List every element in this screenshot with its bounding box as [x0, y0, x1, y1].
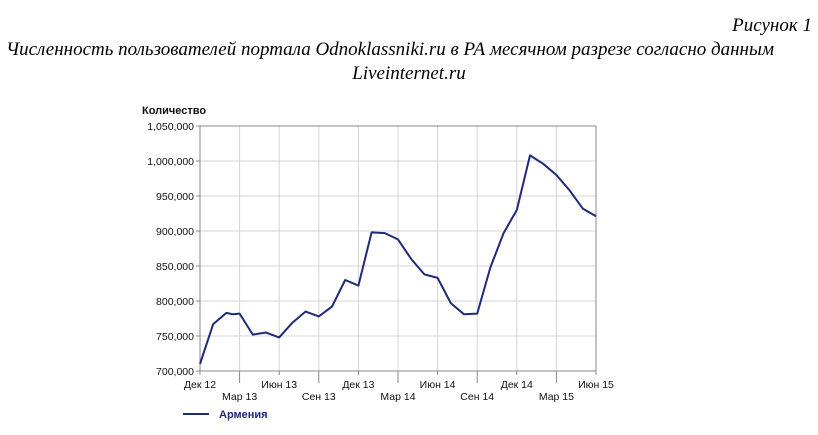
x-axis-ticks: Дек 12 Мар 13 Июн 13 Сен 13 Дек 13 Мар 14 Июн … [184, 371, 614, 403]
figure-caption-line-2: Liveinternet.ru [352, 63, 466, 84]
legend: Армения [183, 409, 268, 421]
y-tick-label: 1,000,000 [147, 156, 194, 168]
y-tick-label: 950,000 [156, 191, 194, 203]
x-tick-label: Июн 15 [578, 379, 614, 391]
y-tick-label: 850,000 [156, 261, 194, 273]
figure-label: Рисунок 1 [732, 15, 812, 36]
y-tick-label: 800,000 [156, 296, 194, 308]
figure-caption-line-1: Численность пользователей портала Odnokl… [6, 39, 774, 60]
y-tick-label: 1,050,000 [147, 121, 194, 133]
x-tick-label: Июн 13 [261, 379, 297, 391]
y-tick-label: 900,000 [156, 226, 194, 238]
x-tick-label: Дек 12 [184, 379, 216, 391]
x-tick-label: Сен 13 [302, 391, 336, 403]
y-axis-label: Количество [142, 105, 206, 117]
y-tick-label: 750,000 [156, 331, 194, 343]
x-tick-label: Мар 14 [380, 391, 415, 403]
x-tick-label: Мар 15 [539, 391, 574, 403]
x-tick-label: Дек 13 [342, 379, 374, 391]
x-tick-label: Июн 14 [420, 379, 456, 391]
y-tick-label: 700,000 [156, 366, 194, 378]
series-line-armenia [199, 154, 597, 365]
x-tick-label: Сен 14 [460, 391, 494, 403]
x-tick-label: Мар 13 [222, 391, 257, 403]
legend-label: Армения [219, 409, 268, 421]
y-axis-ticks: 700,000 750,000 800,000 850,000 900,000 950,0… [147, 121, 200, 378]
x-tick-label: Дек 14 [501, 379, 533, 391]
